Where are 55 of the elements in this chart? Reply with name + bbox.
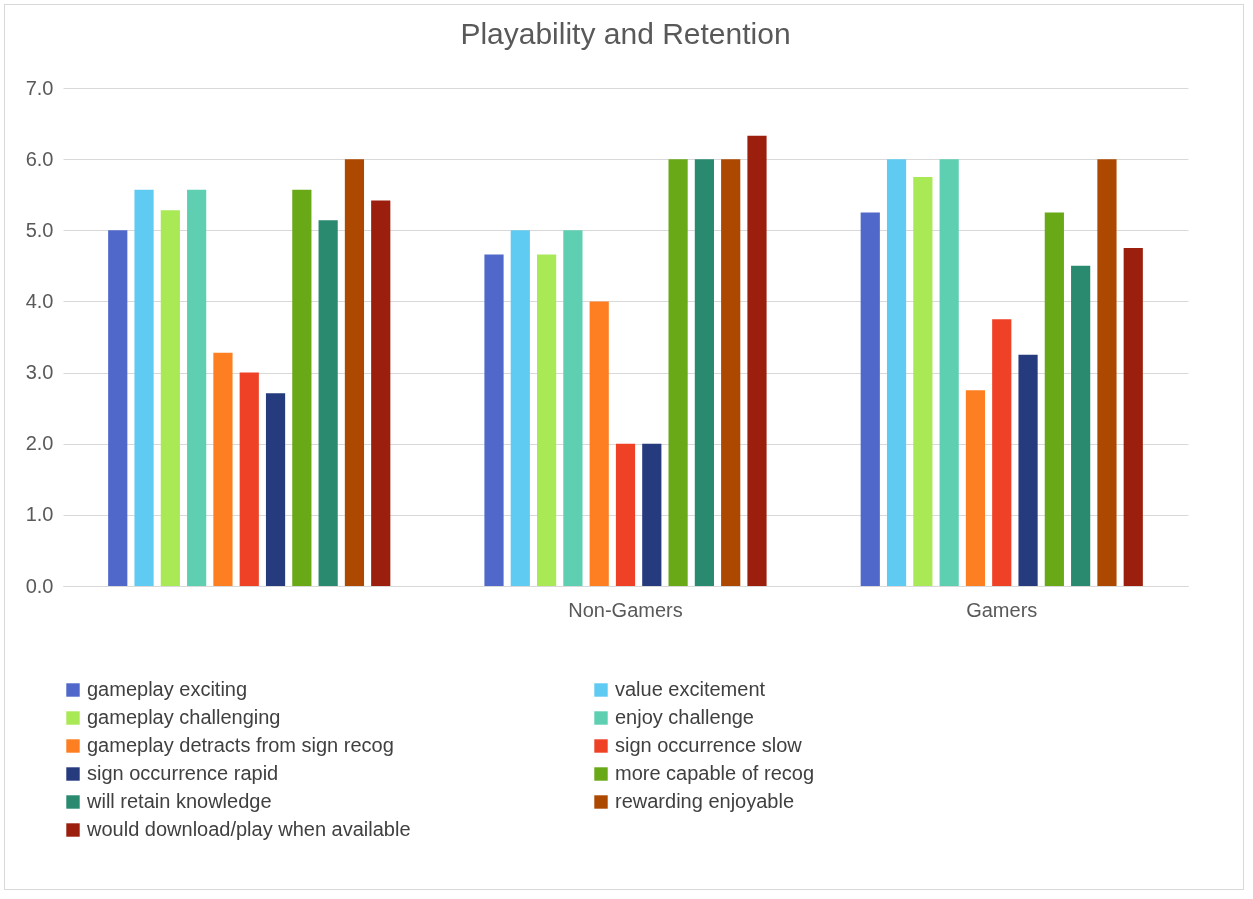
legend-label: gameplay detracts from sign recog: [87, 734, 394, 756]
bar: [1123, 248, 1143, 586]
legend-label: will retain knowledge: [86, 790, 272, 812]
bar: [292, 189, 312, 586]
bar: [1071, 265, 1091, 586]
legend-label: would download/play when available: [86, 818, 411, 840]
bar: [860, 212, 880, 586]
y-tick-label: 2.0: [25, 432, 54, 455]
bar: [484, 254, 504, 586]
legend-label: sign occurrence slow: [615, 734, 803, 756]
legend-label: value excitement: [615, 678, 766, 700]
bar: [134, 189, 154, 586]
bar: [318, 220, 338, 586]
chart-title: Playability and Retention: [460, 17, 791, 50]
bar: [1097, 159, 1117, 586]
bar: [537, 254, 557, 586]
legend-label: sign occurrence rapid: [87, 762, 279, 784]
bar: [747, 135, 767, 586]
bar: [886, 159, 907, 586]
y-tick-label: 6.0: [25, 147, 54, 170]
bar: [108, 230, 128, 586]
bar: [668, 159, 688, 586]
bar: [160, 210, 180, 586]
bar: [642, 443, 662, 586]
bar: [187, 189, 207, 586]
bar: [510, 230, 530, 586]
bar: [992, 319, 1012, 586]
bar: [939, 159, 959, 586]
bar: [1018, 354, 1038, 586]
legend-label: gameplay exciting: [87, 678, 248, 700]
bar: [371, 200, 391, 586]
y-tick-label: 0.0: [25, 574, 54, 597]
y-tick-label: 1.0: [25, 503, 54, 526]
y-tick-label: 5.0: [25, 218, 54, 241]
x-tick-label: Gamers: [966, 598, 1038, 621]
bar: [213, 352, 233, 586]
y-tick-label: 7.0: [25, 76, 54, 99]
bar: [694, 159, 714, 586]
bar: [344, 159, 365, 586]
bar: [239, 372, 259, 586]
bar: [913, 176, 933, 586]
legend-label: more capable of recog: [615, 762, 815, 784]
y-tick-label: 3.0: [25, 361, 54, 384]
bar: [615, 443, 636, 586]
legend-label: enjoy challenge: [615, 706, 754, 728]
legend-label: gameplay challenging: [87, 706, 281, 728]
bar: [265, 393, 286, 586]
bar: [965, 390, 986, 586]
bar: [563, 230, 583, 586]
y-tick-label: 4.0: [25, 289, 54, 312]
x-tick-label: Non-Gamers: [568, 598, 683, 621]
bar: [589, 301, 609, 586]
bar: [1044, 212, 1064, 586]
bar: [721, 159, 741, 586]
legend-label: rewarding enjoyable: [615, 790, 795, 812]
